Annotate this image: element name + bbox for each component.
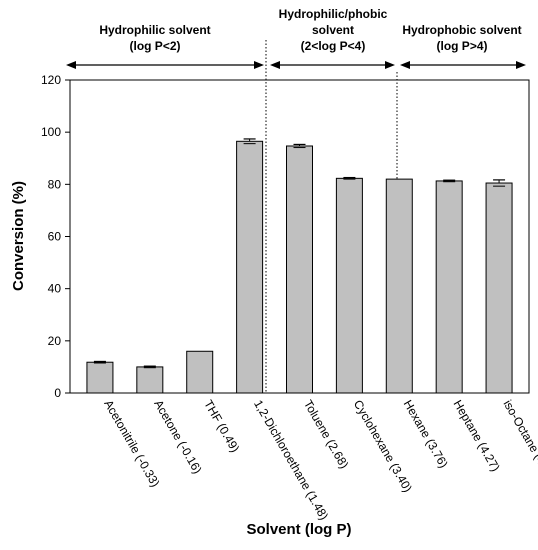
bar xyxy=(435,180,463,394)
x-tick-label: Heptane (4.27) xyxy=(451,398,503,474)
x-axis: Acetonitrile (-0.33)Acetone (-0.16)THF (… xyxy=(101,398,538,523)
bar xyxy=(335,177,363,394)
group-3-label-line2: (log P>4) xyxy=(436,39,487,53)
bar xyxy=(136,366,164,394)
y-tick-label: 20 xyxy=(48,334,62,348)
y-tick-label: 60 xyxy=(48,230,62,244)
y-tick-label: 0 xyxy=(54,386,61,400)
group-2-label-line1: Hydrophilic/phobic xyxy=(279,7,388,21)
x-tick-label: Acetone (-0.16) xyxy=(151,398,204,477)
y-axis-title: Conversion (%) xyxy=(10,181,27,291)
group-2-range-arrow xyxy=(270,61,395,69)
group-3-label-line1: Hydrophobic solvent xyxy=(402,23,521,37)
x-tick-label: Hexane (3.76) xyxy=(401,398,451,471)
x-tick-label: Toluene (2.68) xyxy=(301,398,351,471)
group-2-label-line3: (2<log P<4) xyxy=(301,39,366,53)
bar xyxy=(86,361,114,394)
bar xyxy=(286,145,313,394)
y-axis: 0 20 40 60 80 100 120 xyxy=(41,73,70,400)
y-tick-label: 80 xyxy=(48,177,62,191)
bar xyxy=(385,178,413,394)
x-tick-label: THF (0.49) xyxy=(201,398,242,455)
group-1-label-line1: Hydrophilic solvent xyxy=(99,23,210,37)
y-tick-label: 40 xyxy=(48,282,62,296)
group-1-label-line2: (log P<2) xyxy=(129,39,180,53)
bar xyxy=(236,140,264,394)
x-axis-title: Solvent (log P) xyxy=(247,521,352,538)
group-1-range-arrow xyxy=(66,61,264,69)
bar xyxy=(186,350,214,394)
x-tick-label: iso-Octane (4.37) xyxy=(500,398,538,485)
bar-series xyxy=(86,138,513,394)
group-2-label-line2: solvent xyxy=(312,23,354,37)
y-tick-label: 120 xyxy=(41,73,61,87)
x-tick-label: Acetonitrile (-0.33) xyxy=(101,398,162,490)
y-tick-label: 100 xyxy=(41,125,61,139)
bar xyxy=(485,182,513,394)
group-3-range-arrow xyxy=(400,61,526,69)
